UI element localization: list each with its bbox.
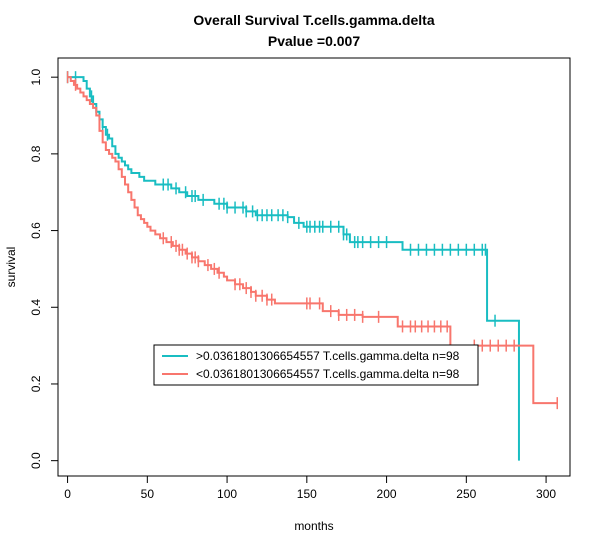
y-tick-label: 0.4 — [29, 299, 43, 316]
x-tick-label: 100 — [217, 487, 237, 501]
legend-label-low: <0.0361801306654557 T.cells.gamma.delta … — [196, 367, 460, 381]
legend-label-high: >0.0361801306654557 T.cells.gamma.delta … — [196, 349, 460, 363]
legend: >0.0361801306654557 T.cells.gamma.delta … — [153, 344, 479, 386]
chart-subtitle: Pvalue =0.007 — [268, 33, 360, 49]
x-axis: 0 50 100 150 200 250 300 — [64, 475, 556, 501]
y-tick-label: 0.0 — [29, 452, 43, 469]
x-axis-label: months — [294, 519, 333, 533]
x-tick-label: 0 — [64, 487, 71, 501]
plot-frame — [57, 57, 571, 477]
series-1 — [66, 71, 558, 410]
y-axis-label: survival — [4, 247, 18, 288]
y-tick-label: 0.8 — [29, 145, 43, 162]
series-layer — [66, 71, 558, 461]
x-tick-label: 250 — [456, 487, 476, 501]
y-tick-label: 0.2 — [29, 375, 43, 392]
x-tick-label: 300 — [536, 487, 556, 501]
y-tick-label: 1.0 — [29, 69, 43, 86]
x-tick-label: 200 — [377, 487, 397, 501]
survival-curve — [67, 76, 520, 461]
legend-box — [153, 344, 479, 386]
chart-title: Overall Survival T.cells.gamma.delta — [193, 12, 434, 28]
x-tick-label: 150 — [297, 487, 317, 501]
series-0 — [66, 71, 520, 461]
y-axis: 0.0 0.2 0.4 0.6 0.8 1.0 — [29, 69, 59, 469]
y-tick-label: 0.6 — [29, 222, 43, 239]
x-tick-label: 50 — [141, 487, 155, 501]
